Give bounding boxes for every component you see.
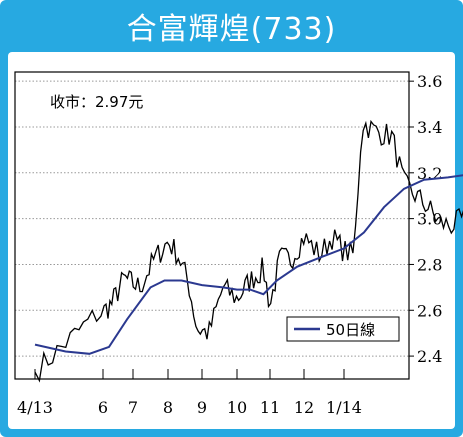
ma50-series-line — [34, 174, 463, 355]
legend: 50日線 — [286, 316, 400, 342]
price-series-line — [34, 119, 463, 383]
chart-panel — [8, 52, 455, 429]
close-price-label: 收市：2.97元 — [50, 93, 143, 111]
legend-label: 50日線 — [326, 321, 375, 339]
x-tick-label: 10 — [227, 398, 247, 417]
y-axis-ticks: 2.42.62.83.03.23.43.6 — [409, 72, 442, 366]
y-tick-label: 2.8 — [417, 255, 442, 274]
y-tick-label: 2.4 — [417, 347, 442, 366]
grid-lines — [15, 80, 409, 357]
x-axis-ticks: 4/13 6 7 8 9 10 11 12 1/14 — [17, 369, 362, 417]
x-tick-label: 8 — [163, 398, 173, 417]
y-tick-label: 3.0 — [417, 210, 442, 229]
chart-title: 合富輝煌(733) — [126, 12, 337, 47]
x-tick-label: 11 — [260, 398, 280, 417]
x-tick-label: 12 — [294, 398, 314, 417]
x-tick-label: 6 — [98, 398, 108, 417]
x-tick-label: 4/13 — [17, 398, 53, 417]
y-tick-label: 3.4 — [417, 118, 442, 137]
x-tick-label: 7 — [128, 398, 138, 417]
x-tick-label: 9 — [197, 398, 207, 417]
x-tick-label: 1/14 — [326, 398, 362, 417]
plot-area — [14, 71, 410, 380]
y-tick-label: 2.6 — [417, 301, 442, 320]
y-tick-label: 3.6 — [417, 72, 442, 91]
